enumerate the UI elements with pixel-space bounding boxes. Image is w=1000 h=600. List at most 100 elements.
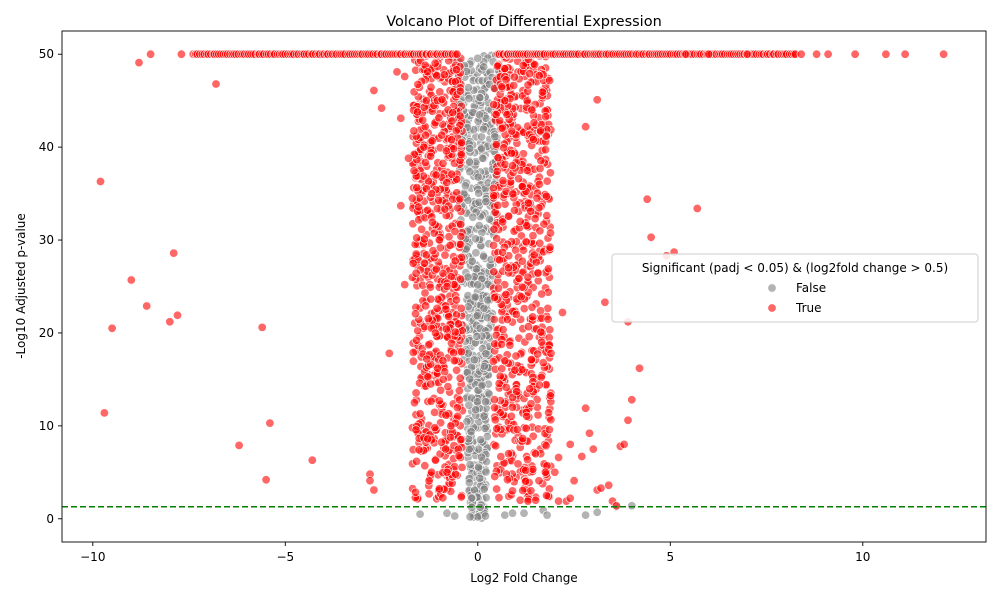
legend-label-false: False (796, 281, 826, 295)
point-true (409, 166, 419, 176)
point-true (500, 159, 510, 169)
point-true (430, 328, 440, 338)
point-true (432, 303, 442, 313)
point-true (419, 234, 429, 244)
point-true (523, 198, 533, 208)
point-false (542, 510, 552, 520)
point-true (526, 206, 536, 216)
point-true (510, 365, 520, 375)
point-false (476, 435, 486, 445)
point-true (403, 153, 413, 163)
point-true (96, 177, 106, 187)
point-true (528, 312, 538, 322)
point-true (442, 467, 452, 477)
point-true (307, 455, 317, 465)
point-true (449, 356, 459, 366)
point-true (588, 444, 598, 454)
point-true (514, 174, 524, 184)
point-true (449, 348, 459, 358)
y-tick-label: 30 (39, 233, 54, 247)
point-false (581, 510, 591, 520)
point-true (450, 227, 460, 237)
point-true (516, 292, 526, 302)
point-false (465, 167, 475, 177)
point-true (493, 283, 503, 293)
point-true (517, 282, 527, 292)
point-true (519, 304, 529, 314)
point-true (489, 224, 499, 234)
legend-title: Significant (padj < 0.05) & (log2fold ch… (642, 261, 948, 275)
point-true (454, 386, 464, 396)
point-true (451, 126, 461, 136)
point-true (434, 235, 444, 245)
point-true (452, 49, 462, 59)
point-true (407, 193, 417, 203)
point-true (426, 294, 436, 304)
point-true (369, 485, 379, 495)
point-true (534, 380, 544, 390)
point-true (437, 95, 447, 105)
point-true (539, 219, 549, 229)
point-true (414, 445, 424, 455)
point-true (450, 256, 460, 266)
point-true (491, 110, 501, 120)
point-true (544, 408, 554, 418)
point-true (456, 303, 466, 313)
point-true (528, 231, 538, 241)
point-true (430, 58, 440, 68)
legend: Significant (padj < 0.05) & (log2fold ch… (611, 253, 979, 323)
point-true (507, 126, 517, 136)
point-true (523, 272, 533, 282)
point-true (540, 467, 550, 477)
legend-label-true: True (795, 301, 822, 315)
point-true (456, 274, 466, 284)
point-true (545, 242, 555, 252)
point-true (142, 301, 152, 311)
point-false (627, 501, 637, 511)
point-true (489, 292, 499, 302)
point-false (465, 460, 475, 470)
point-false (475, 473, 485, 483)
point-true (509, 205, 519, 215)
point-true (456, 239, 466, 249)
point-true (457, 462, 467, 472)
point-false (473, 53, 483, 63)
point-true (523, 80, 533, 90)
point-true (489, 314, 499, 324)
point-false (474, 462, 484, 472)
point-true (448, 108, 458, 118)
point-false (467, 256, 477, 266)
point-false (479, 252, 489, 262)
point-true (427, 217, 437, 227)
point-true (411, 335, 421, 345)
point-true (537, 337, 547, 347)
point-true (900, 49, 910, 59)
point-true (512, 424, 522, 434)
y-tick-label: 0 (46, 512, 54, 526)
point-true (543, 264, 553, 274)
point-true (534, 179, 544, 189)
point-true (441, 304, 451, 314)
point-true (508, 189, 518, 199)
point-false (476, 452, 486, 462)
point-true (408, 258, 418, 268)
point-false (470, 234, 480, 244)
point-true (425, 282, 435, 292)
point-true (501, 382, 511, 392)
point-true (424, 489, 434, 499)
point-true (492, 166, 502, 176)
point-true (545, 228, 555, 238)
point-true (428, 246, 438, 256)
point-false (479, 361, 489, 371)
point-true (939, 49, 949, 59)
point-true (454, 395, 464, 405)
point-true (517, 256, 527, 266)
point-true (502, 110, 512, 120)
point-false (465, 143, 475, 153)
point-true (534, 476, 544, 486)
point-false (472, 397, 482, 407)
point-false (470, 292, 480, 302)
point-true (430, 407, 440, 417)
point-true (526, 354, 536, 364)
point-false (472, 331, 482, 341)
